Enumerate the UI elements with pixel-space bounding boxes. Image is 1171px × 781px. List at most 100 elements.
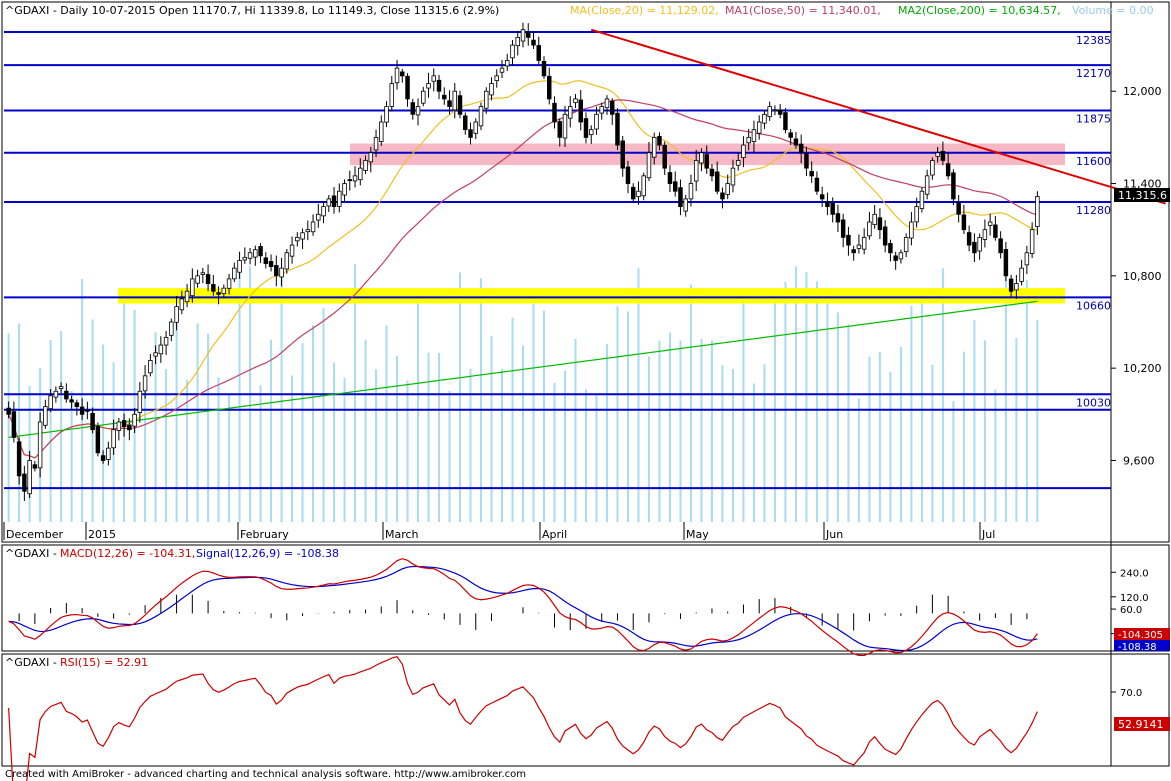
candle-up: [756, 121, 762, 134]
candle-up: [588, 129, 594, 136]
candle-down: [657, 135, 662, 146]
candle-up: [111, 429, 116, 449]
candle-up: [53, 390, 59, 398]
candle-down: [819, 194, 825, 200]
candle-up: [452, 90, 458, 111]
x-tick-label: March: [385, 528, 419, 541]
candle-down: [274, 265, 279, 277]
candle-up: [1019, 267, 1024, 282]
candle-up: [184, 290, 190, 303]
candle-up: [310, 221, 316, 233]
candle-down: [1003, 249, 1009, 277]
candle-down: [835, 213, 841, 223]
macd-header-value: MACD(12,26) = -104.31,: [60, 547, 195, 560]
rsi-header-value: RSI(15) = 52.91: [60, 656, 148, 669]
candle-up: [426, 83, 431, 89]
ma200-header: MA2(Close,200) = 10,634.57,: [898, 4, 1061, 17]
candle-down: [630, 186, 636, 200]
candle-down: [410, 102, 416, 115]
candle-up: [489, 83, 494, 96]
candle-down: [463, 115, 468, 131]
candle-up: [562, 113, 568, 139]
macd-y-tick-label: 120.0: [1120, 593, 1149, 604]
candle-down: [825, 201, 830, 208]
candle-down: [205, 274, 211, 284]
candle-up: [142, 375, 148, 392]
candle-up: [195, 275, 200, 284]
level-label: 12385: [1076, 34, 1111, 47]
candle-down: [557, 121, 562, 138]
candle-down: [547, 75, 552, 100]
candle-down: [672, 181, 678, 192]
candle-up: [226, 278, 232, 289]
candle-up: [641, 175, 646, 197]
candle-up: [232, 267, 237, 280]
candle-up: [683, 198, 688, 212]
candle-down: [793, 138, 799, 146]
candle-up: [856, 244, 862, 249]
price-pane-frame: [1, 1, 1170, 543]
y-tick-label: 10,200: [1123, 362, 1162, 375]
candle-down: [436, 79, 442, 92]
macd-line: [8, 558, 1038, 657]
candle-up: [924, 175, 930, 195]
candle-up: [741, 144, 746, 159]
candle-down: [945, 163, 951, 177]
candle-up: [636, 190, 641, 198]
candle-down: [127, 424, 132, 431]
candle-up: [568, 106, 573, 119]
candle-up: [693, 160, 699, 182]
candle-up: [494, 75, 499, 82]
candle-down: [268, 260, 274, 268]
candle-up: [132, 413, 137, 427]
axis-ticks: 9,600 10,200 10,800 11,400 12,000 December 201…: [3, 85, 1162, 541]
candle-down: [6, 407, 11, 415]
candle-up: [484, 90, 489, 109]
candle-down: [840, 219, 846, 238]
candle-up: [153, 352, 158, 357]
candle-down: [830, 202, 835, 215]
candle-up: [27, 460, 32, 495]
candle-down: [877, 217, 883, 231]
candle-down: [74, 402, 80, 408]
candle-up: [762, 113, 767, 124]
candle-up: [604, 98, 610, 109]
x-tick-label: April: [542, 528, 567, 541]
candle-down: [1008, 278, 1014, 292]
candle-down: [956, 202, 961, 215]
candle-down: [667, 172, 673, 184]
support-zone: [118, 288, 1065, 304]
x-tick-label: Jul: [981, 528, 995, 541]
volume-header: Volume = 0.00: [1072, 4, 1154, 17]
candle-down: [704, 154, 709, 169]
candle-up: [326, 198, 332, 207]
candle-up: [373, 136, 379, 151]
signal-line: [8, 565, 1038, 652]
candle-down: [536, 45, 541, 61]
footer-credit: Created with AmiBroker - advanced charti…: [5, 769, 526, 780]
candle-down: [347, 179, 353, 182]
candle-down: [531, 39, 536, 46]
signal-header-value: Signal(12,26,9) = -108.38: [196, 547, 339, 560]
candle-up: [594, 113, 599, 130]
candle-down: [893, 255, 898, 261]
candle-down: [468, 129, 473, 138]
candle-down: [526, 31, 531, 38]
candle-up: [515, 36, 520, 47]
y-tick-label: 10,800: [1123, 270, 1162, 283]
macd-y-tick-label: 240.0: [1120, 568, 1149, 579]
candle-up: [163, 336, 169, 346]
candle-down: [777, 109, 783, 115]
candle-down: [846, 234, 851, 246]
level-label: 11600: [1076, 155, 1111, 168]
candle-up: [909, 221, 914, 239]
candle-up: [903, 236, 909, 253]
candle-up: [688, 183, 694, 200]
candle-down: [951, 172, 956, 200]
macd-pane-frame: [1, 544, 1170, 652]
candle-up: [930, 160, 935, 176]
candle-up: [321, 206, 326, 217]
candle-up: [106, 447, 111, 460]
candle-up: [394, 67, 400, 84]
rsi-header-prefix: ^GDAXI -: [5, 656, 57, 669]
